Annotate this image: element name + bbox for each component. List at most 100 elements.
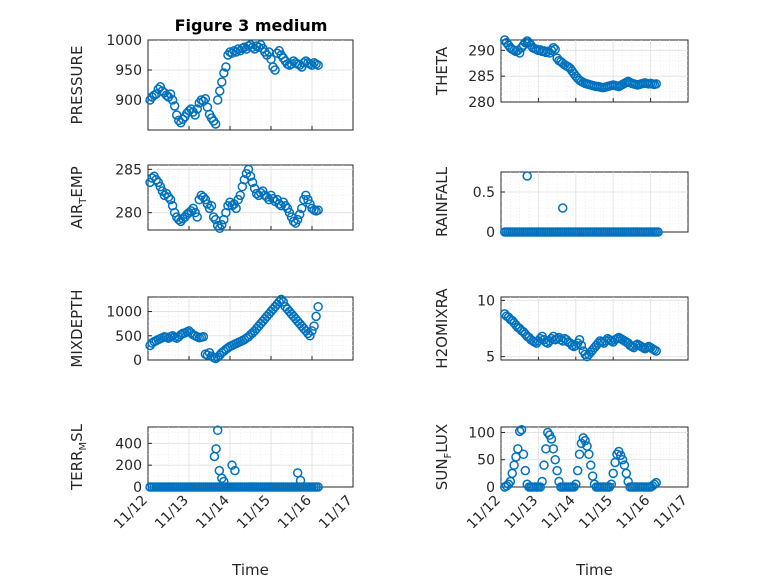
panel-8-data-point	[513, 444, 523, 454]
panel-5-ytick-label: 1000	[106, 305, 142, 321]
panel-3-data-point	[155, 181, 166, 192]
panel-3-data-point	[247, 177, 258, 188]
panel-8-xtick-label: 11/16	[614, 492, 654, 532]
panel-3-data-point	[204, 203, 215, 214]
panel-8-data-point	[550, 454, 560, 465]
panel-8-data-point	[537, 476, 547, 487]
panel-8-data-point	[535, 482, 546, 492]
panel-7-data-point	[211, 444, 221, 454]
panel-1-ytick-label: 1000	[106, 33, 142, 49]
panel-1-data-point	[200, 94, 211, 104]
panel-4-ylabel: RAINFALL	[433, 166, 451, 237]
panel-4-data-point	[557, 203, 568, 213]
panel-5-axes	[147, 296, 354, 361]
panel-8-data-point	[572, 465, 583, 476]
panel-3-data-point	[165, 194, 176, 205]
panel-1-data-point	[299, 58, 309, 68]
panel-3-data-point	[188, 203, 198, 214]
panel-2-data-point	[548, 43, 559, 53]
panel-3-ytick-label: 285	[115, 162, 142, 178]
panel-3-data-point	[153, 177, 163, 188]
panel-2-data-point	[520, 37, 531, 48]
panel-5-data-point	[313, 301, 323, 312]
panel-3-data-point	[235, 190, 245, 201]
panel-7-xlabel: Time	[231, 561, 269, 579]
panel-8-data-point	[615, 450, 626, 461]
panel-1-ytick-label: 950	[115, 63, 142, 79]
panel-7-xtick-label: 11/17	[316, 493, 356, 533]
panel-5-data-point	[307, 326, 317, 336]
panel-8-data-point	[520, 465, 531, 476]
panel-8-ylabel: SUNFLUX	[433, 424, 454, 490]
panel-6-data-point	[651, 346, 661, 356]
panel-4-data-point	[653, 227, 663, 237]
panel-6-data-point	[580, 349, 590, 360]
panel-5-ytick-label: 500	[115, 329, 142, 345]
panel-1-data-point	[253, 42, 264, 52]
panel-1-data-point	[210, 119, 221, 129]
panel-8-data-point	[574, 449, 585, 460]
panel-8-data-point	[518, 449, 529, 460]
panel-3-data-point	[151, 174, 161, 185]
panel-1-data-point	[270, 65, 280, 75]
panel-1-ytick-label: 900	[115, 93, 142, 109]
panel-4-data-point	[522, 171, 532, 181]
panel-2-ytick-label: 290	[468, 43, 495, 59]
panel-7-xtick-label: 11/16	[275, 492, 315, 532]
panel-7-ytick-label: 200	[115, 458, 142, 474]
panel-8-data-point	[514, 426, 525, 437]
panel-3-data-point	[217, 220, 227, 230]
panel-6-data-point	[576, 340, 587, 351]
panel-1-data-point	[167, 95, 178, 105]
panel-3-data-point	[208, 212, 219, 222]
panel-8-xtick-label: 11/17	[651, 493, 691, 533]
panel-3-data-point	[299, 194, 309, 205]
panel-5-ytick-label: 0	[133, 353, 142, 369]
panel-3-data-point	[212, 220, 223, 231]
panel-3-data-point	[169, 207, 180, 218]
panel-8-xtick-label: 11/14	[539, 492, 579, 532]
panel-3-data-point	[233, 194, 243, 205]
panel-3-data-point	[280, 200, 291, 211]
panel-1-data-point	[313, 60, 323, 70]
panel-3-ytick-label: 280	[115, 206, 142, 222]
panel-1-data-point	[217, 77, 227, 87]
panel-7-data-point	[219, 476, 229, 487]
panel-3-data-point	[297, 203, 307, 214]
panel-1-data-point	[169, 101, 180, 111]
panel-1-data-point	[192, 104, 202, 114]
panel-8-xlabel: Time	[575, 561, 613, 579]
figure-title: Figure 3 medium	[175, 16, 328, 35]
panel-8-data-point	[606, 479, 617, 490]
panel-3-data-point	[313, 205, 323, 215]
panel-1-data-point	[212, 95, 223, 105]
panel-3-data-point	[190, 207, 200, 218]
panel-7-data-point	[313, 482, 323, 492]
panel-7-data-point	[230, 465, 240, 476]
panel-8-data-point	[516, 424, 527, 435]
panel-8-data-point	[651, 477, 661, 488]
panel-6-ytick-label: 10	[477, 293, 495, 309]
panel-3-data-point	[284, 207, 295, 218]
panel-7-xtick-label: 11/12	[111, 493, 151, 533]
panel-3-data-point	[200, 194, 211, 205]
panel-1-data-point	[161, 90, 172, 100]
panel-5-data-point	[276, 294, 286, 305]
panel-3-data-point	[192, 212, 202, 222]
panel-1-data-point	[219, 68, 229, 78]
panel-7-data-point	[212, 425, 223, 436]
panel-7-ylabel: TERRMSL	[68, 423, 89, 491]
panel-7-xtick-label: 11/14	[193, 492, 233, 532]
panel-5-data-point	[311, 311, 321, 322]
panel-2-data-point	[651, 79, 661, 89]
panel-2-ylabel: THETA	[433, 46, 451, 96]
panel-3-ylabel: AIRTEMP	[68, 166, 89, 229]
panel-2-data-point	[550, 44, 560, 55]
panel-8-data-point	[608, 468, 618, 479]
panel-3-data-point	[174, 214, 184, 225]
panel-1-data-point	[221, 62, 231, 72]
panel-8-data-point	[571, 479, 581, 490]
panel-5-ylabel: MIXDEPTH	[68, 289, 86, 367]
panel-8-data-point	[617, 454, 628, 465]
panel-8-data-point	[548, 444, 559, 454]
